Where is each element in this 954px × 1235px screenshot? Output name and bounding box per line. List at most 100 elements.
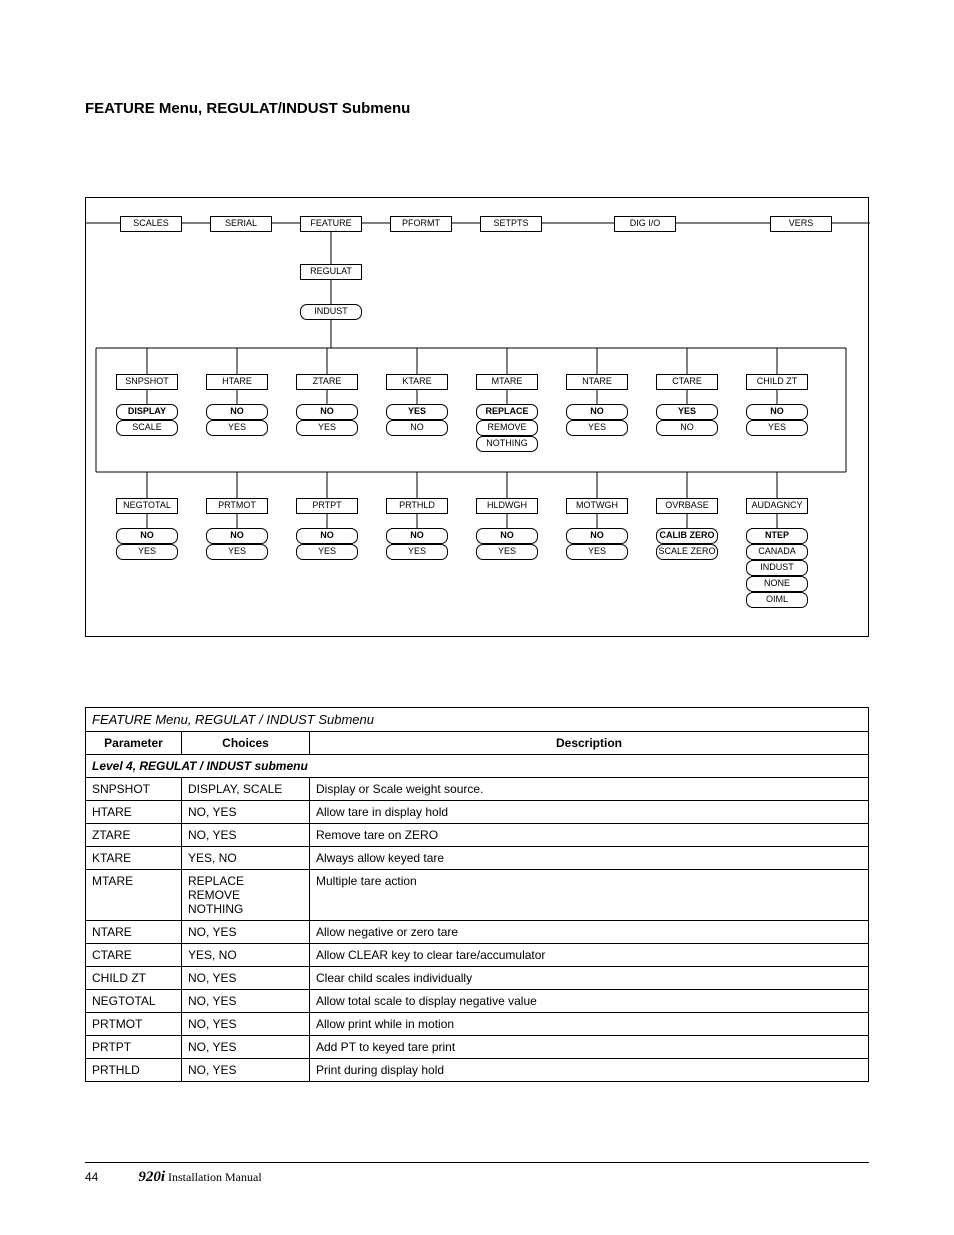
cell-parameter: KTARE [86,847,182,870]
diagram-node: NO [386,528,448,544]
diagram-node: NTEP [746,528,808,544]
diagram-node: INDUST [746,560,808,576]
diagram-node: VERS [770,216,832,232]
cell-parameter: CHILD ZT [86,967,182,990]
table-row: HTARENO, YESAllow tare in display hold [86,801,869,824]
diagram-node: SCALE [116,420,178,436]
cell-parameter: PRTPT [86,1036,182,1059]
diagram-node: PFORMT [390,216,452,232]
cell-choices: NO, YES [182,1059,310,1082]
cell-choices: YES, NO [182,944,310,967]
cell-description: Clear child scales individually [310,967,869,990]
diagram-node: YES [296,544,358,560]
diagram-node: SCALE ZERO [656,544,718,560]
table-row: PRTMOTNO, YESAllow print while in motion [86,1013,869,1036]
diagram-node: NO [386,420,448,436]
footer-subtitle: Installation Manual [165,1170,262,1184]
cell-description: Print during display hold [310,1059,869,1082]
cell-parameter: NEGTOTAL [86,990,182,1013]
cell-description: Allow tare in display hold [310,801,869,824]
diagram-node: NO [746,404,808,420]
diagram-node: YES [116,544,178,560]
diagram-node: NO [566,404,628,420]
menu-tree-diagram: SCALESSERIALFEATUREPFORMTSETPTSDIG I/OVE… [85,197,869,637]
table-title: FEATURE Menu, REGULAT / INDUST Submenu [86,708,869,732]
page-footer: 44 920i Installation Manual [85,1162,869,1186]
diagram-node: HTARE [206,374,268,390]
diagram-node: NO [296,528,358,544]
diagram-node: YES [476,544,538,560]
cell-choices: NO, YES [182,1013,310,1036]
diagram-node: YES [656,404,718,420]
footer-model: 920i [138,1169,165,1185]
diagram-node: CTARE [656,374,718,390]
diagram-node: YES [386,544,448,560]
diagram-node: CHILD ZT [746,374,808,390]
cell-choices: NO, YES [182,824,310,847]
diagram-node: YES [566,544,628,560]
diagram-node: SERIAL [210,216,272,232]
cell-parameter: MTARE [86,870,182,921]
diagram-node: NONE [746,576,808,592]
cell-parameter: HTARE [86,801,182,824]
table-row: NTARENO, YESAllow negative or zero tare [86,921,869,944]
table-section-heading: Level 4, REGULAT / INDUST submenu [86,755,869,778]
diagram-node: YES [386,404,448,420]
col-header-description: Description [310,732,869,755]
diagram-node: PRTMOT [206,498,268,514]
diagram-node: NTARE [566,374,628,390]
table-row: NEGTOTALNO, YESAllow total scale to disp… [86,990,869,1013]
diagram-node: SETPTS [480,216,542,232]
diagram-node: INDUST [300,304,362,320]
diagram-node: FEATURE [300,216,362,232]
diagram-node: NO [206,404,268,420]
diagram-node: CANADA [746,544,808,560]
diagram-node: DISPLAY [116,404,178,420]
cell-choices: REPLACEREMOVENOTHING [182,870,310,921]
diagram-node: YES [746,420,808,436]
cell-description: Allow total scale to display negative va… [310,990,869,1013]
cell-choices: NO, YES [182,801,310,824]
diagram-node: NEGTOTAL [116,498,178,514]
cell-description: Remove tare on ZERO [310,824,869,847]
diagram-node: NO [296,404,358,420]
cell-description: Add PT to keyed tare print [310,1036,869,1059]
diagram-node: NO [566,528,628,544]
diagram-node: NOTHING [476,436,538,452]
cell-choices: DISPLAY, SCALE [182,778,310,801]
cell-parameter: PRTHLD [86,1059,182,1082]
diagram-node: REPLACE [476,404,538,420]
cell-choices: NO, YES [182,1036,310,1059]
table-row: KTAREYES, NOAlways allow keyed tare [86,847,869,870]
cell-description: Allow negative or zero tare [310,921,869,944]
table-row: SNPSHOTDISPLAY, SCALEDisplay or Scale we… [86,778,869,801]
cell-parameter: SNPSHOT [86,778,182,801]
diagram-node: NO [116,528,178,544]
page-heading: FEATURE Menu, REGULAT/INDUST Submenu [85,100,869,117]
cell-choices: NO, YES [182,921,310,944]
diagram-node: SNPSHOT [116,374,178,390]
diagram-node: YES [206,420,268,436]
table-row: PRTHLDNO, YESPrint during display hold [86,1059,869,1082]
cell-description: Allow print while in motion [310,1013,869,1036]
diagram-node: OIML [746,592,808,608]
diagram-node: PRTPT [296,498,358,514]
table-row: MTAREREPLACEREMOVENOTHINGMultiple tare a… [86,870,869,921]
diagram-node: NO [206,528,268,544]
page-number: 44 [85,1170,135,1184]
cell-parameter: CTARE [86,944,182,967]
diagram-node: AUDAGNCY [746,498,808,514]
cell-description: Always allow keyed tare [310,847,869,870]
diagram-node: YES [206,544,268,560]
diagram-node: NO [476,528,538,544]
table-row: ZTARENO, YESRemove tare on ZERO [86,824,869,847]
diagram-node: ZTARE [296,374,358,390]
diagram-node: PRTHLD [386,498,448,514]
diagram-node: OVRBASE [656,498,718,514]
diagram-node: YES [566,420,628,436]
cell-parameter: ZTARE [86,824,182,847]
diagram-node: KTARE [386,374,448,390]
cell-parameter: NTARE [86,921,182,944]
cell-parameter: PRTMOT [86,1013,182,1036]
diagram-node: YES [296,420,358,436]
